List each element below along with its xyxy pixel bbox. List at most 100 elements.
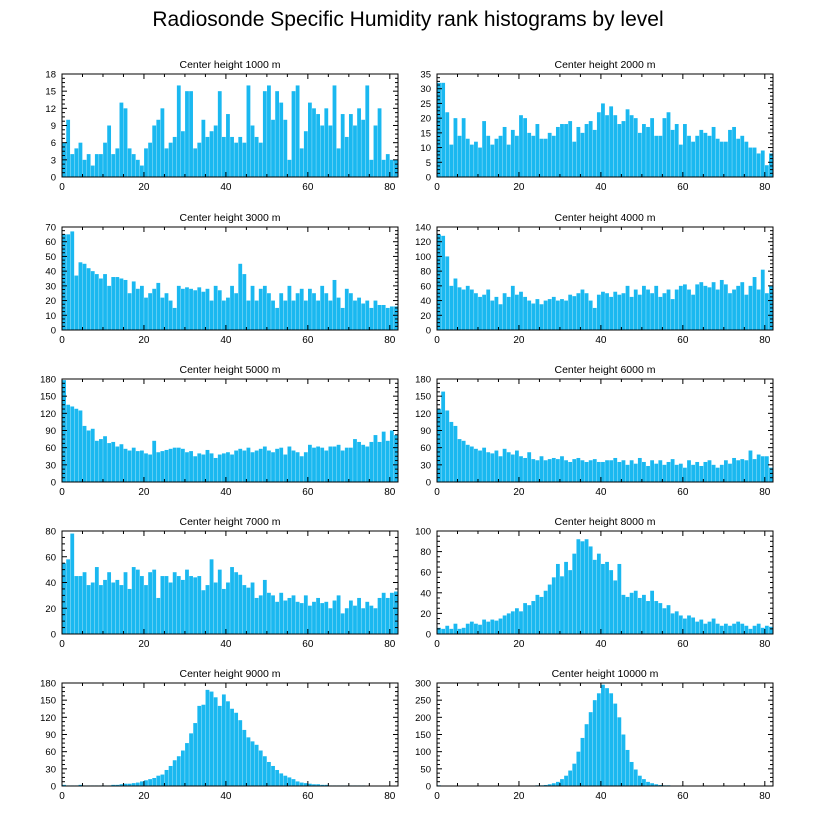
histogram-bar: [164, 449, 169, 482]
histogram-bar: [515, 294, 519, 330]
histogram-bar: [90, 271, 95, 330]
histogram-bar: [107, 285, 112, 330]
histogram-bar: [226, 701, 230, 786]
histogram-bar: [678, 615, 683, 634]
histogram-bar: [543, 300, 548, 330]
histogram-bar: [527, 300, 532, 330]
histogram-bar: [201, 119, 206, 177]
histogram-bar: [180, 579, 185, 634]
histogram-bar: [303, 300, 308, 330]
histogram-bar: [381, 159, 386, 177]
histogram-bar: [99, 278, 103, 330]
histogram-bar: [365, 300, 370, 330]
histogram-bar: [560, 299, 564, 330]
histogram-bar: [613, 291, 618, 330]
histogram-bar: [262, 756, 267, 786]
histogram-bar: [168, 142, 173, 177]
y-tick-label: 20: [420, 609, 431, 620]
x-tick-label: 40: [220, 487, 232, 498]
histogram-bar: [234, 293, 239, 330]
y-tick-label: 30: [45, 764, 56, 775]
histogram-bar: [115, 784, 120, 786]
histogram-bar: [324, 450, 329, 482]
histogram-bar: [324, 293, 329, 330]
histogram-bar: [242, 274, 247, 330]
histogram-bar: [441, 82, 446, 177]
histogram-bar: [691, 141, 695, 177]
histogram-bar: [316, 300, 320, 330]
histogram-bar: [752, 147, 757, 177]
histogram-bar: [336, 148, 341, 177]
x-tick-label: 0: [434, 182, 440, 193]
x-tick-label: 0: [59, 639, 65, 650]
y-tick-label: 0: [51, 478, 56, 489]
histogram-bar: [152, 440, 157, 482]
histogram-bar: [547, 132, 552, 177]
histogram-bar: [453, 425, 458, 482]
histogram-bar: [267, 592, 271, 634]
histogram-bar: [123, 279, 128, 330]
histogram-bar: [336, 297, 341, 330]
y-tick-label: 100: [415, 527, 431, 538]
histogram-bar: [135, 288, 140, 330]
histogram-bar: [748, 285, 753, 330]
histogram-bar: [344, 447, 349, 482]
histogram-bar: [312, 293, 316, 330]
histogram-bar: [760, 456, 765, 482]
histogram-bar: [764, 165, 769, 177]
histogram-bar: [316, 446, 320, 482]
histogram-bar: [381, 592, 386, 634]
histogram-bar: [303, 452, 308, 482]
histogram-bar: [221, 453, 226, 482]
histogram-bar: [564, 561, 568, 634]
histogram-bar: [543, 590, 548, 634]
histogram-bar: [291, 91, 296, 177]
histogram-bar: [637, 775, 642, 786]
histogram-bar: [732, 457, 736, 482]
histogram-bar: [115, 277, 120, 330]
histogram-bar: [494, 450, 499, 482]
histogram-bar: [703, 285, 708, 330]
histogram-bar: [502, 126, 507, 177]
histogram-bar: [519, 115, 523, 177]
panel-title: Center height 6000 m: [555, 364, 656, 376]
histogram-bar: [555, 126, 560, 177]
plot-frame: [436, 682, 774, 787]
histogram-bar: [127, 450, 132, 482]
histogram-bar: [662, 608, 667, 634]
histogram-bar: [312, 601, 316, 634]
histogram-bar: [445, 112, 450, 177]
histogram-bar: [74, 576, 79, 634]
histogram-bar: [670, 299, 675, 330]
histogram-panel: Center height 2000 m 0 20 40 60 80 0 5 10 15 20 25 3…: [420, 59, 774, 193]
histogram-bar: [70, 231, 75, 330]
histogram-bar: [568, 770, 573, 786]
histogram-bar: [365, 446, 370, 482]
y-tick-label: 35: [420, 70, 431, 81]
histogram-bar: [617, 717, 622, 786]
histogram-bar: [683, 467, 687, 482]
histogram-bar: [201, 291, 206, 330]
histogram-bar: [221, 300, 226, 330]
histogram-bar: [732, 126, 736, 177]
histogram-bar: [650, 460, 655, 482]
histogram-bar: [164, 576, 169, 634]
histogram-bar: [596, 294, 601, 330]
histogram-bar: [695, 621, 700, 634]
y-tick-label: 90: [45, 426, 56, 437]
histogram-bar: [119, 102, 124, 177]
histogram-bar: [369, 159, 374, 177]
histogram-bar: [646, 126, 650, 177]
x-tick-label: 20: [513, 335, 525, 346]
histogram-bar: [189, 576, 193, 634]
histogram-bar: [605, 115, 609, 177]
histogram-bar: [156, 775, 161, 786]
histogram-bar: [703, 623, 708, 634]
y-tick-label: 80: [420, 547, 431, 558]
histogram-bar: [123, 783, 128, 786]
x-tick-label: 20: [138, 639, 150, 650]
histogram-bar: [144, 148, 148, 177]
histogram-bar: [365, 601, 370, 634]
histogram-bar: [740, 623, 745, 634]
histogram-bar: [160, 576, 165, 634]
